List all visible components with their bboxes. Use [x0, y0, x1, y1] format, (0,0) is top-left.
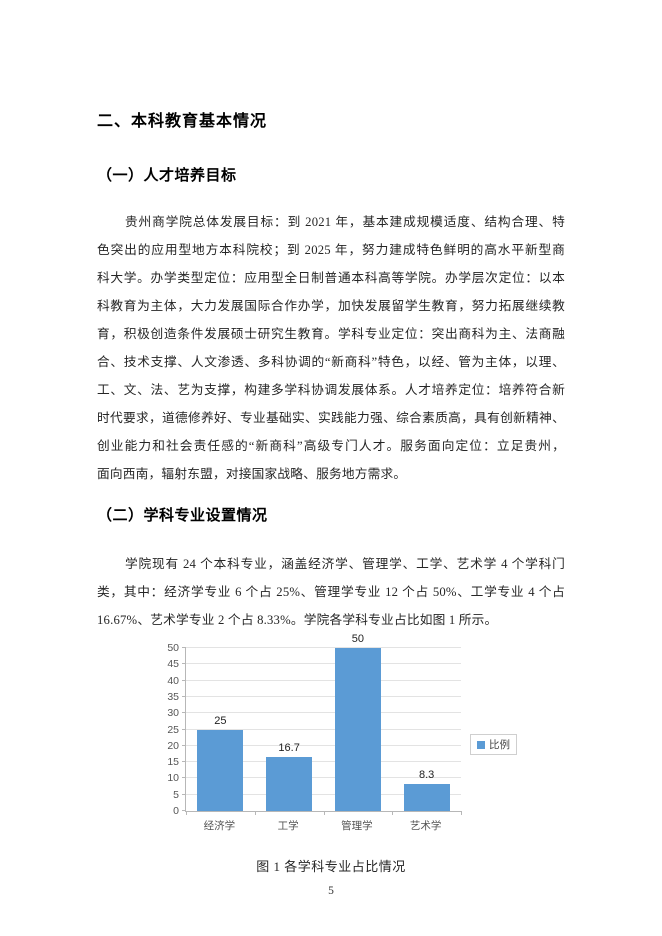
legend: 比例 [470, 734, 517, 755]
bar-chart-figure: 25 16.7 50 8.3 0 5 10 15 20 25 30 35 40 45 50 经济学 工学 管理… [97, 633, 565, 844]
y-tick-label: 50 [167, 642, 179, 654]
x-tick-mark [254, 811, 256, 815]
y-tick-mark [182, 728, 186, 730]
text-line: 育，积极创造条件发展硕士研究生教育。学科专业定位：突出商科为主、法商融 [97, 327, 565, 341]
bar-value-label: 8.3 [418, 768, 435, 781]
y-tick-label: 35 [167, 690, 179, 703]
gridline [186, 744, 461, 746]
bar [403, 783, 450, 811]
subsection-heading-majors: （二）学科专业设置情况 [97, 507, 268, 524]
y-tick-mark [182, 679, 186, 681]
gridline [186, 647, 461, 648]
legend-label: 比例 [489, 739, 510, 751]
text-line: 时代要求，道德修养好、专业基础实、实践能力强、综合素质高，具有创新精神、 [97, 411, 565, 425]
y-tick-label: 45 [167, 658, 179, 671]
y-tick-label: 20 [167, 739, 179, 752]
text-line: 科大学。办学类型定位：应用型全日制普通本科高等学院。办学层次定位：以本 [97, 271, 565, 285]
y-tick-label: 40 [167, 674, 179, 687]
y-tick-label: 25 [167, 723, 179, 736]
paragraph-majors: 学院现有 24 个本科专业，涵盖经济学、管理学、工学、艺术学 4 个学科门类，其… [97, 550, 565, 634]
paragraph-talent-goal: 贵州商学院总体发展目标：到 2021 年，基本建成规模适度、结构合理、特色突出的… [97, 208, 565, 488]
x-category-label: 艺术学 [409, 820, 442, 832]
y-tick-mark [182, 777, 186, 779]
y-tick-mark [182, 647, 186, 648]
x-tick-mark [392, 811, 394, 815]
gridline [186, 777, 461, 779]
subsection-heading-talent-goal: （一）人才培养目标 [97, 167, 237, 184]
bars-row: 25 16.7 50 8.3 [186, 633, 461, 811]
text-line: 16.67%、艺术学专业 2 个占 8.33%。学院各学科专业占比如图 1 所示… [97, 613, 498, 627]
y-tick-mark [182, 712, 186, 714]
x-tick-mark [186, 811, 187, 815]
y-tick-label: 5 [173, 788, 179, 801]
y-tick-mark [182, 761, 186, 763]
x-axis: 经济学 工学 管理学 艺术学 [185, 818, 460, 833]
gridline [186, 793, 461, 795]
text-line: 工、文、法、艺为支撑，构建多学科协调发展体系。人才培养定位：培养符合新 [97, 383, 565, 397]
bar [266, 756, 313, 811]
text-line: 贵州商学院总体发展目标：到 2021 年，基本建成规模适度、结构合理、特 [125, 215, 565, 229]
x-tick-mark [461, 811, 462, 815]
x-category-label: 经济学 [203, 820, 236, 832]
bar-slot: 16.7 [255, 648, 324, 811]
text-line: 面向西南，辐射东盟，对接国家战略、服务地方需求。 [97, 467, 407, 481]
text-line: 创业能力和社会责任感的“新商科”高级专门人才。服务面向定位：立足贵州， [97, 439, 565, 453]
gridline [186, 695, 461, 697]
gridline [186, 663, 461, 665]
y-tick-mark [182, 793, 186, 795]
bar-value-label: 50 [351, 633, 364, 645]
legend-swatch-icon [477, 740, 485, 749]
gridline [186, 679, 461, 681]
plot-area: 25 16.7 50 8.3 0 5 10 15 20 25 30 35 40 45 50 [167, 633, 462, 816]
y-tick-label: 0 [173, 805, 179, 817]
bar-value-label: 25 [214, 714, 227, 727]
text-line: 科教育为主体，大力发展国际合作办学，加快发展留学生教育，努力拓展继续教 [97, 299, 565, 313]
x-tick-mark [323, 811, 325, 815]
bar-slot: 50 [324, 633, 393, 811]
figure-caption: 图 1 各学科专业占比情况 [256, 859, 406, 874]
text-line: 类，其中：经济学专业 6 个占 25%、管理学专业 12 个占 50%、工学专业… [97, 585, 565, 599]
y-tick-label: 10 [167, 772, 179, 785]
text-line: 学院现有 24 个本科专业，涵盖经济学、管理学、工学、艺术学 4 个学科门 [125, 557, 565, 571]
text-line: 合、技术支撑、人文渗透、多科协调的“新商科”特色，以经、管为主体，以理、 [97, 355, 565, 369]
gridline [186, 712, 461, 714]
bar-value-label: 16.7 [278, 741, 300, 754]
y-tick-mark [182, 810, 186, 811]
bar-slot: 25 [186, 648, 255, 811]
main-section-heading: 二、本科教育基本情况 [97, 113, 268, 130]
bar [197, 729, 244, 811]
page-number: 5 [328, 885, 334, 897]
x-category-label: 工学 [277, 820, 299, 832]
y-tick-label: 30 [167, 707, 179, 720]
document-page: 二、本科教育基本情况 （一）人才培养目标 贵州商学院总体发展目标：到 2021 … [97, 0, 565, 897]
bar-slot: 8.3 [392, 648, 461, 811]
gridline [186, 761, 461, 763]
y-tick-mark [182, 663, 186, 665]
gridline [186, 728, 461, 730]
y-tick-mark [182, 695, 186, 697]
y-tick-label: 15 [167, 756, 179, 769]
x-category-label: 管理学 [341, 820, 373, 832]
text-line: 色突出的应用型地方本科院校；到 2025 年，努力建成特色鲜明的高水平新型商 [97, 243, 565, 257]
y-tick-mark [182, 744, 186, 746]
bar [334, 648, 381, 811]
